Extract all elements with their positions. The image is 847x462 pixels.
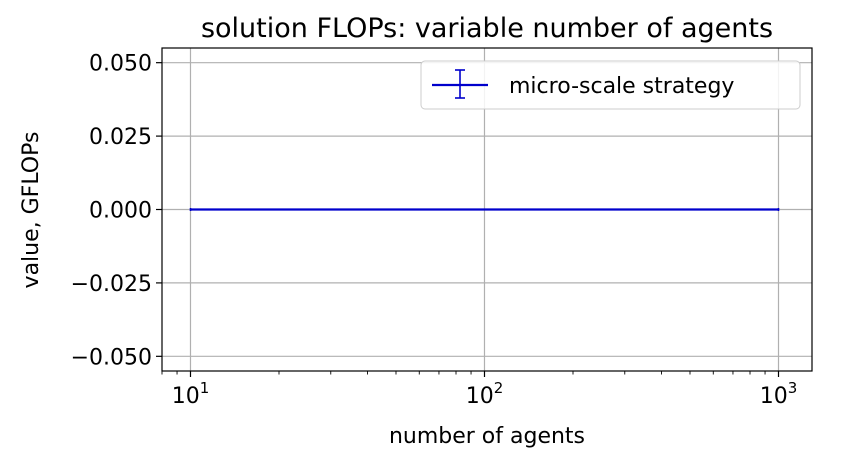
y-axis-ticks: 0.050 0.025 0.000 −0.025 −0.050 (71, 52, 162, 370)
y-tick-label: 0.025 (89, 125, 152, 150)
x-tick-label: 103 (760, 379, 798, 409)
plot-frame (161, 47, 813, 372)
x-axis-label: number of agents (389, 424, 585, 449)
x-tick-label: 101 (172, 379, 210, 409)
y-axis-label: value, GFLOPs (19, 132, 44, 289)
x-tick-label: 102 (466, 379, 504, 409)
y-tick-label: −0.025 (71, 272, 152, 297)
legend-label: micro-scale strategy (509, 74, 734, 99)
series-group (189, 208, 780, 211)
y-tick-label: −0.050 (71, 345, 152, 370)
legend: micro-scale strategy (420, 60, 801, 110)
y-tick-label: 0.050 (89, 52, 152, 77)
chart-title: solution FLOPs: variable number of agent… (201, 13, 773, 44)
x-axis-ticks: 101 102 103 (172, 371, 798, 409)
legend-box (420, 60, 801, 110)
y-tick-label: 0.000 (89, 199, 152, 224)
